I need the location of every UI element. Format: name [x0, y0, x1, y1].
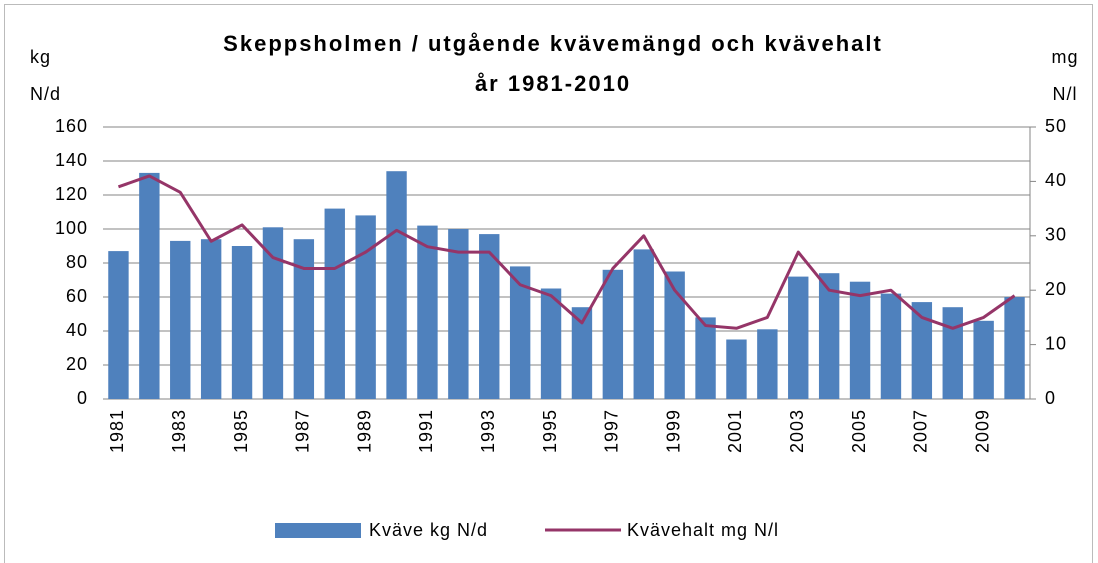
y-tick-label: 140	[55, 150, 88, 170]
bar	[139, 172, 160, 399]
y2-axis-label: N/l	[1053, 84, 1078, 104]
bar	[664, 271, 685, 399]
x-tick-label: 2003	[787, 409, 807, 453]
bar	[849, 281, 871, 399]
bar	[571, 307, 593, 399]
bar	[479, 234, 500, 399]
legend-swatch	[275, 523, 361, 538]
y2-tick-label: 50	[1045, 116, 1067, 136]
bar	[200, 239, 222, 399]
x-tick-label: 2009	[972, 409, 992, 453]
y-tick-label: 100	[55, 218, 88, 238]
x-tick-label: 1995	[540, 409, 560, 453]
bar	[108, 251, 129, 399]
bar	[695, 317, 716, 399]
x-tick-label: 2001	[725, 409, 745, 453]
bar	[448, 229, 469, 399]
chart-title: Skeppsholmen / utgående kvävemängd och k…	[223, 31, 883, 56]
x-tick-label: 1993	[478, 409, 498, 453]
bar	[911, 302, 933, 399]
bar	[973, 320, 994, 399]
x-tick-label: 1997	[602, 409, 622, 453]
x-tick-label: 1983	[169, 409, 189, 453]
y2-tick-label: 40	[1045, 170, 1067, 190]
bar	[1004, 297, 1025, 399]
bar	[170, 240, 191, 399]
line	[117, 174, 1016, 330]
y-axis-label: N/d	[30, 84, 61, 104]
bar	[417, 225, 438, 399]
y2-tick-label: 10	[1045, 333, 1067, 353]
bar	[757, 329, 778, 399]
y2-tick-label: 30	[1045, 225, 1067, 245]
y-tick-label: 80	[66, 252, 88, 272]
x-tick-label: 2005	[849, 409, 869, 453]
bar	[788, 276, 809, 399]
y-tick-label: 0	[77, 388, 88, 408]
chart-frame	[4, 4, 1093, 563]
bar	[262, 227, 284, 399]
x-tick-label: 1999	[663, 409, 683, 453]
chart-title: år 1981-2010	[475, 71, 631, 96]
y2-tick-label: 20	[1045, 279, 1067, 299]
y-tick-label: 40	[66, 320, 88, 340]
x-tick-label: 2007	[911, 409, 931, 453]
bar	[293, 239, 315, 399]
bar	[355, 215, 376, 399]
bar	[726, 339, 747, 399]
y-axis-label: kg	[30, 47, 51, 67]
bar	[231, 246, 253, 399]
bar	[818, 273, 840, 399]
y-tick-label: 20	[66, 354, 88, 374]
y-tick-label: 120	[55, 184, 88, 204]
x-tick-label: 1987	[293, 409, 313, 453]
y2-axis-label: mg	[1051, 47, 1078, 67]
y-tick-label: 60	[66, 286, 88, 306]
legend-label: Kvävehalt mg N/l	[627, 520, 779, 540]
bar	[602, 269, 624, 399]
bar	[633, 249, 654, 399]
bar	[880, 293, 902, 399]
bar	[540, 288, 562, 399]
legend-label: Kväve kg N/d	[369, 520, 488, 540]
x-tick-label: 1985	[231, 409, 251, 453]
bar	[942, 307, 963, 399]
x-tick-label: 1981	[107, 409, 127, 453]
x-tick-label: 1989	[354, 409, 374, 453]
y2-tick-label: 0	[1045, 388, 1056, 408]
y-tick-label: 160	[55, 116, 88, 136]
bar	[509, 266, 531, 399]
x-tick-label: 1991	[416, 409, 436, 453]
bar	[386, 171, 407, 399]
bar	[324, 208, 345, 399]
